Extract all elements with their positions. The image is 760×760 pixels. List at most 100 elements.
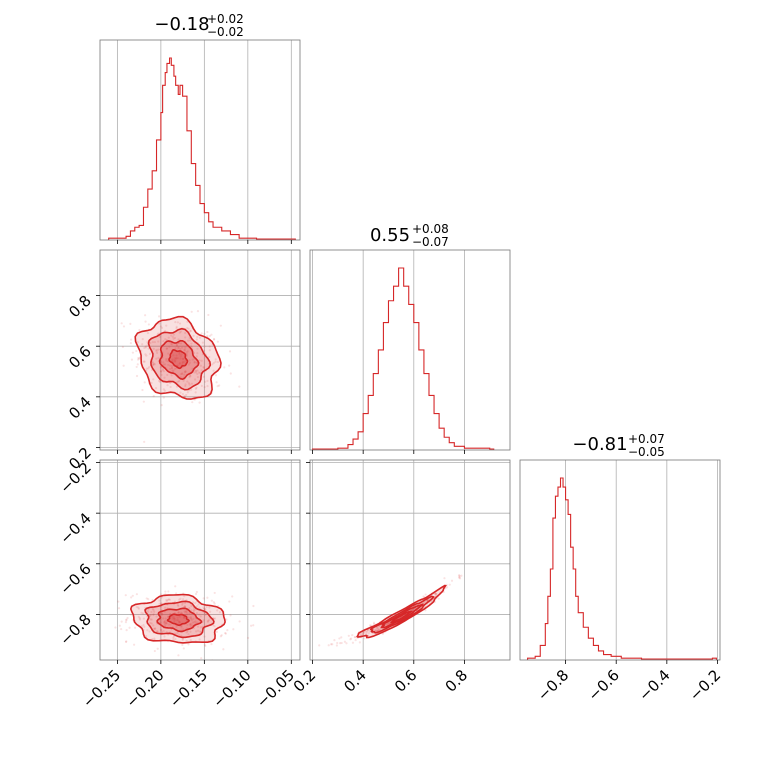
- sample-point: [177, 346, 180, 349]
- sample-point: [212, 369, 215, 372]
- panel-frame: [99, 459, 301, 661]
- sample-point: [153, 363, 156, 366]
- sample-point: [360, 633, 363, 636]
- sample-point: [170, 366, 174, 369]
- sample-point: [155, 349, 158, 353]
- sample-point: [117, 607, 121, 610]
- sample-point: [209, 610, 212, 613]
- sample-point: [460, 574, 463, 577]
- sample-point: [125, 618, 128, 621]
- sample-point: [176, 619, 180, 622]
- sample-point: [178, 353, 181, 356]
- sample-point: [167, 623, 170, 626]
- sample-point: [366, 629, 370, 632]
- sample-point: [190, 388, 193, 391]
- sample-point: [191, 621, 194, 624]
- sample-point: [363, 637, 366, 640]
- sample-point: [206, 334, 209, 338]
- sample-point: [158, 599, 161, 602]
- sample-point: [385, 623, 388, 626]
- sample-point: [152, 347, 155, 350]
- sample-point: [184, 370, 187, 373]
- sample-point: [122, 364, 125, 367]
- sample-point: [160, 628, 163, 631]
- title-param-2: −0.81 +0.07 −0.05: [572, 432, 664, 459]
- sample-point: [202, 619, 205, 622]
- sample-point: [349, 638, 352, 641]
- sample-point: [185, 609, 188, 612]
- sample-point: [443, 577, 446, 580]
- sample-point: [318, 644, 321, 647]
- sample-point: [124, 594, 127, 597]
- sample-point: [362, 632, 365, 635]
- sample-point: [147, 608, 150, 611]
- sample-point: [212, 338, 216, 341]
- sample-point: [172, 333, 175, 336]
- sample-point: [135, 605, 138, 609]
- sample-point: [189, 625, 192, 628]
- histogram-panel-2: [519, 459, 721, 661]
- sample-point: [190, 342, 193, 345]
- sample-point: [201, 341, 204, 344]
- sample-point: [150, 622, 153, 625]
- sample-point: [145, 634, 148, 638]
- sample-point: [190, 382, 194, 385]
- sample-point: [145, 354, 148, 357]
- sample-point: [335, 644, 339, 647]
- sample-point: [411, 608, 414, 611]
- sample-point: [124, 640, 128, 644]
- x-tick-label: −0.6: [585, 666, 623, 704]
- sample-point: [156, 630, 159, 633]
- sample-point: [174, 585, 177, 588]
- sample-point: [153, 627, 157, 630]
- sample-point: [203, 607, 206, 611]
- sample-point: [150, 381, 153, 385]
- histogram-step-1: [311, 267, 495, 450]
- sample-point: [198, 359, 201, 362]
- sample-point: [160, 373, 163, 376]
- sample-point: [194, 369, 197, 372]
- sample-point: [178, 620, 181, 623]
- sample-point: [351, 641, 355, 644]
- sample-point: [195, 590, 198, 594]
- sample-point: [150, 618, 153, 621]
- sample-point: [152, 627, 155, 631]
- sample-point: [172, 354, 175, 357]
- sample-point: [340, 641, 343, 645]
- sample-point: [181, 361, 184, 365]
- title-1-minus: −0.07: [412, 235, 449, 249]
- sample-point: [183, 605, 186, 608]
- sample-point: [180, 372, 184, 376]
- x-tick-label: −0.25: [79, 666, 124, 711]
- sample-point: [179, 373, 182, 376]
- sample-point: [143, 381, 146, 384]
- sample-point: [162, 617, 165, 620]
- sample-point: [181, 638, 184, 641]
- x-tick-label: −0.10: [209, 666, 254, 711]
- sample-point: [149, 618, 152, 621]
- sample-point: [185, 610, 188, 613]
- sample-point: [205, 605, 208, 609]
- sample-point: [195, 355, 198, 358]
- y-tick-label: −0.4: [56, 509, 94, 547]
- sample-point: [160, 404, 163, 407]
- sample-point: [157, 379, 161, 383]
- x-tick-label: −0.05: [253, 666, 298, 711]
- sample-point: [179, 611, 183, 614]
- sample-point: [200, 657, 203, 660]
- sample-point: [208, 355, 211, 359]
- sample-point: [150, 610, 153, 614]
- sample-point: [145, 367, 148, 370]
- sample-point: [126, 616, 129, 620]
- sample-point: [120, 322, 123, 325]
- sample-point: [195, 386, 198, 389]
- sample-point: [195, 338, 198, 341]
- sample-point: [359, 634, 362, 637]
- sample-point: [183, 595, 186, 598]
- sample-point: [228, 350, 232, 353]
- sample-point: [434, 592, 437, 595]
- sample-point: [160, 612, 164, 615]
- sample-point: [203, 607, 206, 610]
- sample-point: [198, 638, 201, 641]
- sample-point: [193, 620, 196, 624]
